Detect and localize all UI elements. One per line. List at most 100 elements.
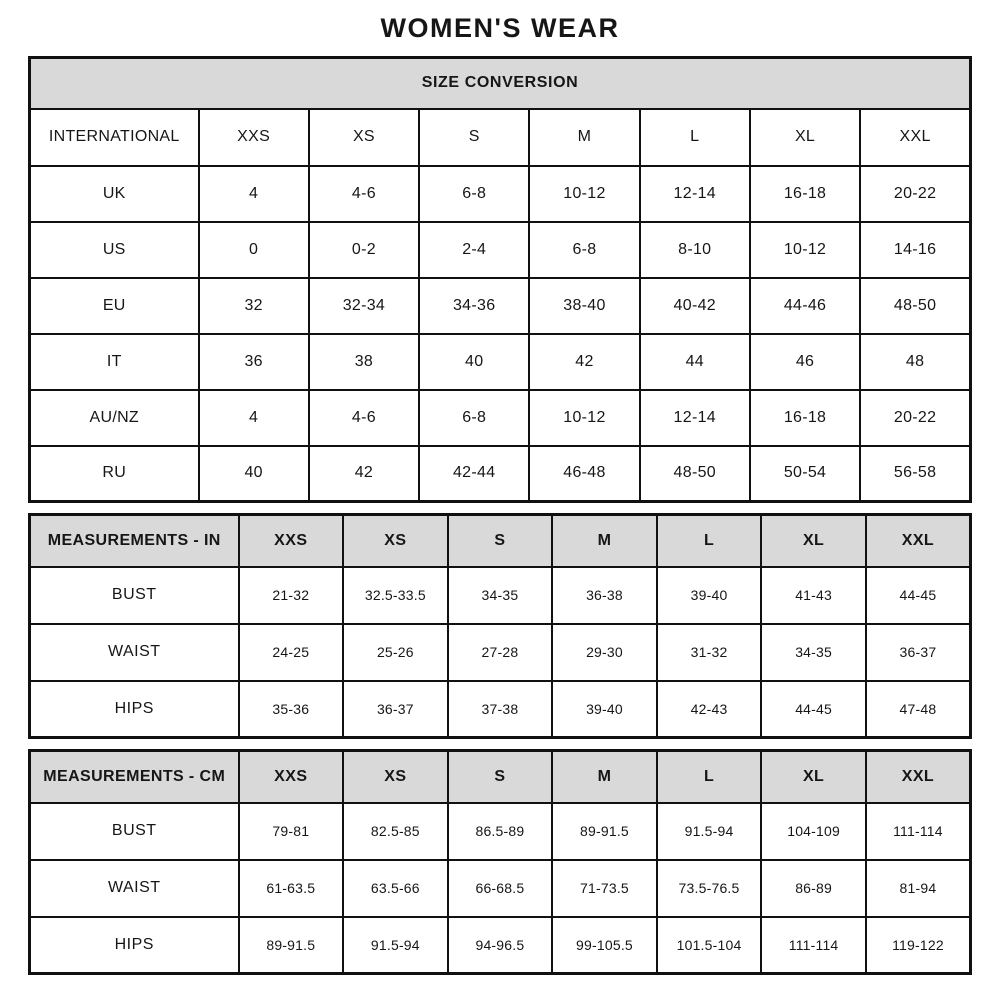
column-header-xs: XS (342, 749, 449, 804)
column-header-xs: XS (307, 107, 421, 167)
value-cell: 46 (748, 332, 862, 391)
value-cell: 91.5-94 (342, 915, 449, 975)
table-row-us: US 0 0-2 2-4 6-8 8-10 10-12 14-16 (28, 220, 972, 279)
value-cell: 4-6 (307, 388, 421, 447)
measurements-cm-header-row: MEASUREMENTS - CM XXS XS S M L XL XXL (28, 749, 972, 804)
table-row-hips-cm: HIPS 89-91.5 91.5-94 94-96.5 99-105.5 10… (28, 915, 972, 975)
table-row-bust-in: BUST 21-32 32.5-33.5 34-35 36-38 39-40 4… (28, 565, 972, 625)
value-cell: 21-32 (237, 565, 345, 625)
value-cell: 48 (859, 332, 972, 391)
value-cell: 40-42 (638, 276, 751, 335)
row-label-cell: RU (28, 444, 200, 503)
value-cell: 16-18 (748, 388, 862, 447)
value-cell: 6-8 (418, 388, 531, 447)
measurements-in-header-row: MEASUREMENTS - IN XXS XS S M L XL XXL (28, 513, 972, 568)
page-title: WOMEN'S WEAR (380, 13, 620, 43)
row-label-cell: WAIST (28, 622, 240, 682)
value-cell: 66-68.5 (446, 858, 554, 918)
value-cell: 44-46 (748, 276, 862, 335)
value-cell: 4 (197, 388, 310, 447)
value-cell: 44 (638, 332, 751, 391)
row-label-cell: WAIST (28, 858, 240, 918)
row-label-cell: EU (28, 276, 200, 335)
value-cell: 24-25 (237, 622, 345, 682)
value-cell: 36-37 (342, 679, 449, 739)
value-cell: 44-45 (760, 679, 867, 739)
size-conversion-column-header-row: INTERNATIONAL XXS XS S M L XL XXL (28, 107, 972, 167)
value-cell: 12-14 (638, 388, 751, 447)
value-cell: 47-48 (864, 679, 972, 739)
value-cell: 20-22 (859, 388, 972, 447)
value-cell: 29-30 (551, 622, 658, 682)
value-cell: 42-43 (655, 679, 763, 739)
value-cell: 8-10 (638, 220, 751, 279)
value-cell: 40 (418, 332, 531, 391)
value-cell: 6-8 (528, 220, 641, 279)
measurements-cm-title-cell: MEASUREMENTS - CM (28, 749, 240, 804)
value-cell: 36-37 (864, 622, 972, 682)
value-cell: 0 (197, 220, 310, 279)
column-header-m: M (551, 513, 658, 568)
value-cell: 10-12 (528, 388, 641, 447)
value-cell: 89-91.5 (551, 801, 658, 861)
value-cell: 38-40 (528, 276, 641, 335)
value-cell: 41-43 (760, 565, 867, 625)
column-header-m: M (528, 107, 641, 167)
value-cell: 27-28 (446, 622, 554, 682)
value-cell: 12-14 (638, 164, 751, 223)
row-label-cell: UK (28, 164, 200, 223)
value-cell: 38 (307, 332, 421, 391)
value-cell: 6-8 (418, 164, 531, 223)
value-cell: 111-114 (760, 915, 867, 975)
row-label-cell: BUST (28, 801, 240, 861)
column-header-xxl: XXL (864, 513, 972, 568)
value-cell: 39-40 (655, 565, 763, 625)
measurements-cm-table: MEASUREMENTS - CM XXS XS S M L XL XXL BU… (28, 749, 972, 975)
row-label-cell: HIPS (28, 679, 240, 739)
value-cell: 111-114 (864, 801, 972, 861)
column-header-international: INTERNATIONAL (28, 107, 200, 167)
value-cell: 91.5-94 (655, 801, 763, 861)
value-cell: 40 (197, 444, 310, 503)
table-row-eu: EU 32 32-34 34-36 38-40 40-42 44-46 48-5… (28, 276, 972, 335)
value-cell: 20-22 (859, 164, 972, 223)
value-cell: 119-122 (864, 915, 972, 975)
column-header-xxs: XXS (197, 107, 310, 167)
table-gap (28, 739, 972, 749)
value-cell: 94-96.5 (446, 915, 554, 975)
table-row-ru: RU 40 42 42-44 46-48 48-50 50-54 56-58 (28, 444, 972, 503)
value-cell: 63.5-66 (342, 858, 449, 918)
table-gap (28, 503, 972, 513)
value-cell: 34-36 (418, 276, 531, 335)
value-cell: 101.5-104 (655, 915, 763, 975)
row-label-cell: IT (28, 332, 200, 391)
table-row-waist-cm: WAIST 61-63.5 63.5-66 66-68.5 71-73.5 73… (28, 858, 972, 918)
table-row-it: IT 36 38 40 42 44 46 48 (28, 332, 972, 391)
column-header-xxl: XXL (859, 107, 972, 167)
value-cell: 44-45 (864, 565, 972, 625)
value-cell: 37-38 (446, 679, 554, 739)
column-header-xxs: XXS (237, 749, 345, 804)
column-header-l: L (655, 513, 763, 568)
value-cell: 10-12 (528, 164, 641, 223)
value-cell: 36-38 (551, 565, 658, 625)
row-label-cell: BUST (28, 565, 240, 625)
value-cell: 39-40 (551, 679, 658, 739)
value-cell: 36 (197, 332, 310, 391)
row-label-cell: AU/NZ (28, 388, 200, 447)
value-cell: 46-48 (528, 444, 641, 503)
value-cell: 0-2 (307, 220, 421, 279)
value-cell: 42 (307, 444, 421, 503)
value-cell: 32-34 (307, 276, 421, 335)
value-cell: 14-16 (859, 220, 972, 279)
row-label-cell: US (28, 220, 200, 279)
size-conversion-section-row: SIZE CONVERSION (28, 56, 972, 110)
value-cell: 86-89 (760, 858, 867, 918)
value-cell: 104-109 (760, 801, 867, 861)
value-cell: 32.5-33.5 (342, 565, 449, 625)
value-cell: 81-94 (864, 858, 972, 918)
column-header-s: S (446, 749, 554, 804)
value-cell: 16-18 (748, 164, 862, 223)
value-cell: 79-81 (237, 801, 345, 861)
